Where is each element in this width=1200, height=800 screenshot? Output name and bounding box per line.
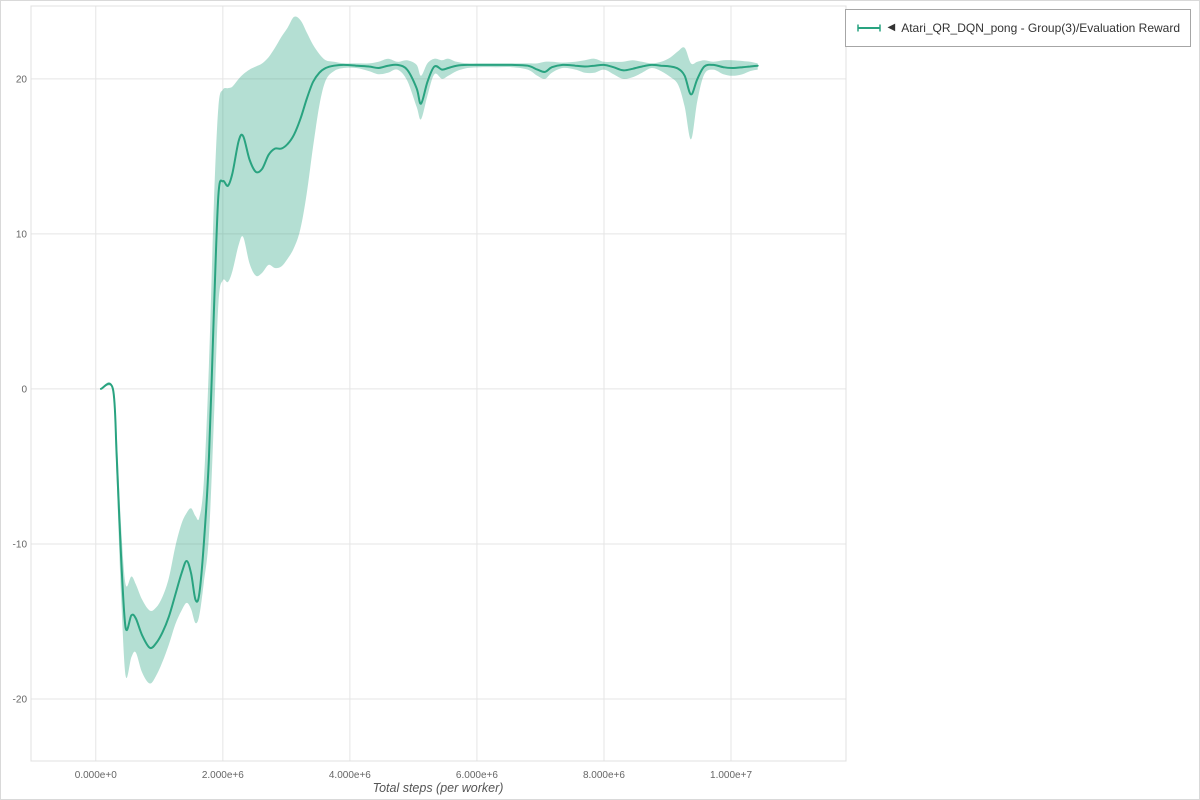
series-band [100,16,758,684]
plot-border [30,5,847,762]
y-tick-label: -20 [13,694,28,705]
x-axis-label: Total steps (per worker) [373,781,504,795]
legend-label: Atari_QR_DQN_pong - Group(3)/Evaluation … [901,21,1180,35]
legend: ◀ Atari_QR_DQN_pong - Group(3)/Evaluatio… [844,9,1191,47]
x-tick-label: 6.000e+6 [456,770,498,781]
x-tick-label: 2.000e+6 [202,770,244,781]
x-tick-label: 8.000e+6 [583,770,625,781]
legend-collapse-icon: ◀ [887,22,896,33]
x-tick-label: 4.000e+6 [329,770,371,781]
x-tick-label: 0.000e+0 [75,770,117,781]
y-tick-label: 10 [16,229,28,240]
series-marker-icon [856,24,881,32]
series-line [99,63,759,650]
y-tick-label: 20 [16,74,28,85]
x-tick-label: 1.000e+7 [710,770,752,781]
y-tick-label: -10 [13,539,28,550]
legend-item[interactable]: ◀ Atari_QR_DQN_pong - Group(3)/Evaluatio… [856,21,1180,35]
y-tick-label: 0 [21,384,27,395]
